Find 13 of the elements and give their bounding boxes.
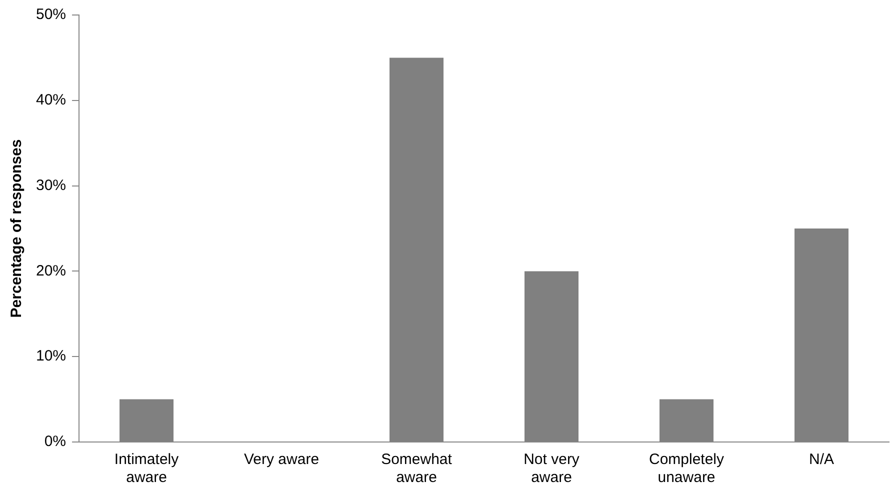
y-tick-label: 50%: [36, 6, 66, 24]
x-tick-label: Intimately aware: [114, 451, 180, 486]
y-tick-label: 40%: [36, 92, 66, 109]
y-axis-title: Percentage of responses: [8, 139, 26, 318]
y-tick-label: 0%: [44, 433, 66, 450]
y-tick-label: 20%: [36, 262, 66, 280]
x-tick-label: N/A: [808, 451, 834, 468]
x-tick-label: Completely unaware: [648, 451, 725, 486]
x-tick-label: Not very aware: [524, 451, 580, 486]
y-tick-label: 10%: [36, 348, 66, 365]
y-tick-label: 30%: [36, 176, 66, 194]
x-tick-label: Somewhat aware: [381, 451, 453, 486]
x-tick-label: Very aware: [244, 451, 320, 468]
